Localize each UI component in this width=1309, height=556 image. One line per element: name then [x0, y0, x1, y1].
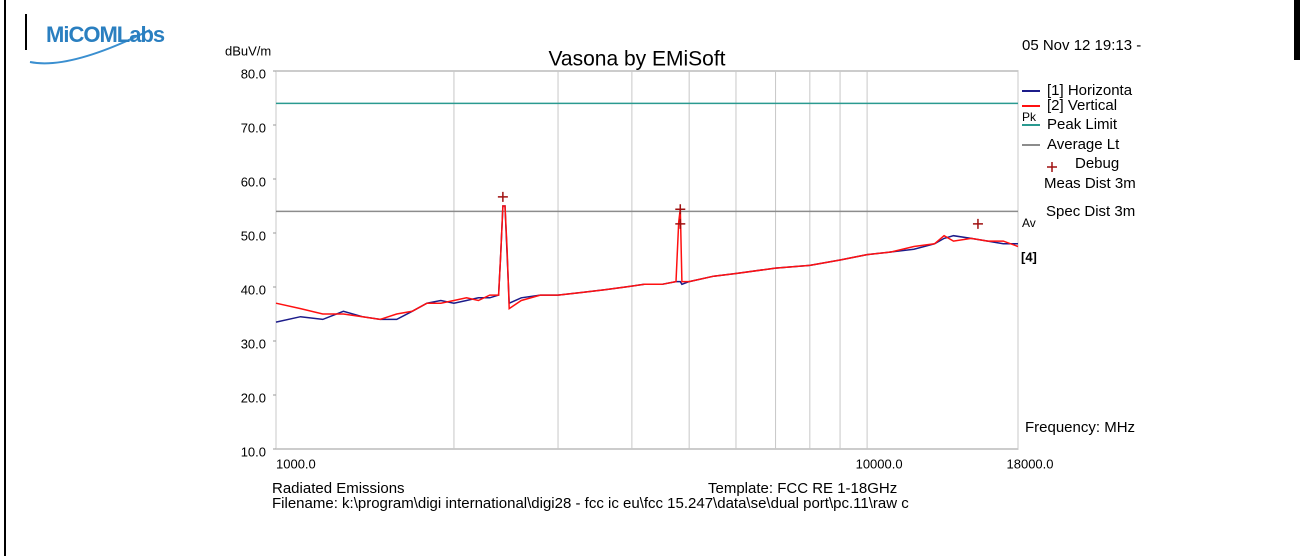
footer-template: Template: FCC RE 1-18GHz	[708, 480, 897, 497]
meas-dist: Meas Dist 3m	[1044, 175, 1136, 192]
logo: MiCOMLabs	[46, 22, 165, 47]
date: 05 Nov 12 19:13 -	[1022, 37, 1141, 54]
debug-marker	[972, 218, 983, 229]
y-axis-label: dBuV/m	[225, 43, 271, 58]
right-bar	[1294, 0, 1300, 60]
debug-marker	[497, 191, 508, 202]
debug-marker	[675, 204, 686, 215]
y-tick-label: 40.0	[241, 282, 266, 297]
legend-label: Peak Limit	[1047, 116, 1118, 133]
legend-label: [2] Vertical	[1047, 97, 1117, 114]
trace	[275, 205, 1019, 321]
legend-label: Average Lt	[1047, 136, 1120, 153]
y-tick-label: 70.0	[241, 120, 266, 135]
legend-label: Debug	[1075, 155, 1119, 172]
debug-marker	[675, 218, 686, 229]
y-tick-label: 20.0	[241, 390, 266, 405]
x-tick-label: 18000.0	[1007, 456, 1054, 471]
chart-title: Vasona by EMiSoft	[548, 48, 725, 71]
y-tick-label: 60.0	[241, 174, 266, 189]
x-tick-label: 10000.0	[856, 456, 903, 471]
y-tick-label: 50.0	[241, 228, 266, 243]
footer-test: Radiated Emissions	[272, 480, 405, 497]
trace-tag: [4]	[1021, 249, 1037, 264]
legend-swatch	[1047, 162, 1057, 172]
y-tick-label: 80.0	[241, 66, 266, 81]
legend-label: [1] Horizonta	[1047, 82, 1133, 99]
y-tick-label: 30.0	[241, 336, 266, 351]
x-axis-label: Frequency: MHz	[1025, 419, 1135, 436]
spec-dist: Spec Dist 3m	[1046, 203, 1135, 220]
footer-filename: Filename: k:\program\digi international\…	[272, 495, 909, 512]
limit-tag: Pk	[1022, 110, 1037, 124]
limit-tag: Av	[1022, 216, 1036, 230]
x-tick-label: 1000.0	[276, 456, 316, 471]
y-tick-label: 10.0	[241, 444, 266, 459]
logo-swoosh	[29, 29, 151, 65]
